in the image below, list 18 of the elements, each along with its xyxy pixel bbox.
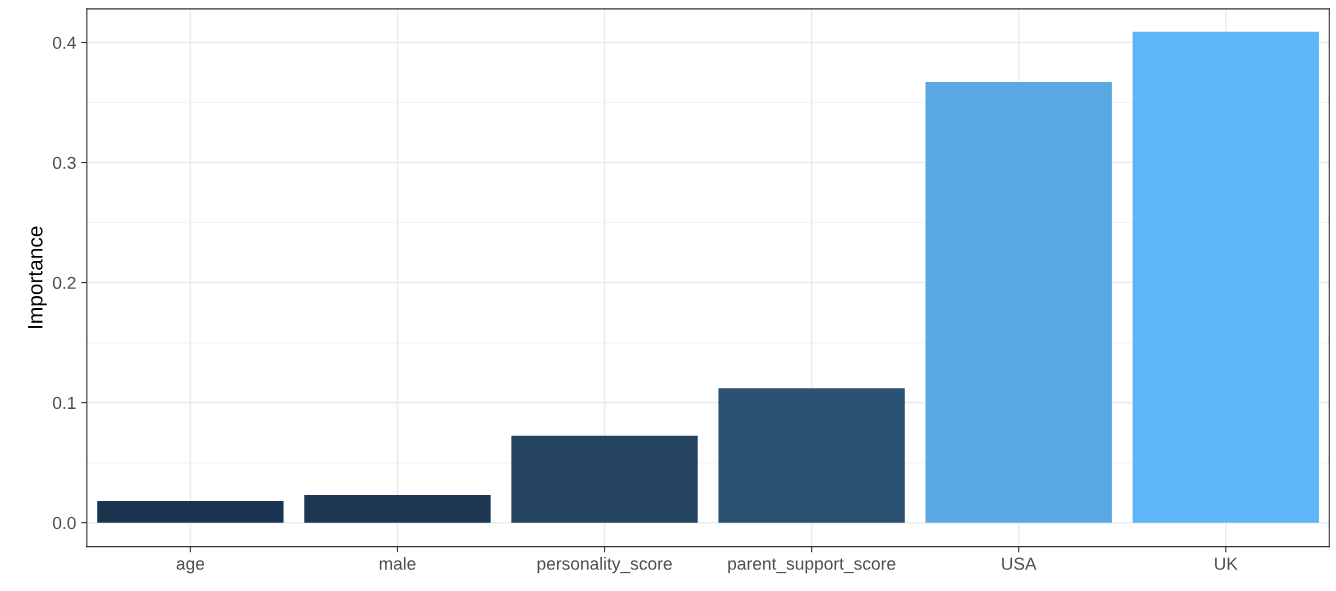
y-tick-label: 0.2 [52,276,76,290]
bar [925,82,1112,523]
x-tick-label: personality_score [537,557,672,574]
bar [718,388,905,523]
x-tick-label: male [379,557,416,570]
y-tick-label: 0.3 [52,156,76,169]
x-tick-label: USA [1002,557,1037,570]
bar [511,435,698,523]
bar [97,501,284,523]
x-tick-label: UK [1215,557,1238,570]
y-axis-title: Importance [28,226,47,328]
y-tick-label: 0.0 [52,516,76,530]
bar [304,495,491,523]
bar [1132,31,1319,523]
x-tick-label: age [176,560,205,574]
y-tick-label: 0.4 [52,36,76,49]
x-tick-label: parent_support_score [728,558,896,574]
y-tick-label: 0.1 [52,396,76,410]
